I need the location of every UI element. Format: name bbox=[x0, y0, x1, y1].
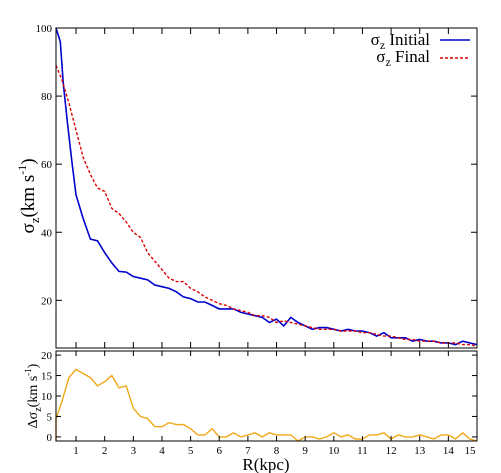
x-tick-label: 7 bbox=[245, 445, 251, 457]
bottom-y-label-unit: (km s bbox=[26, 376, 41, 408]
x-tick-label: 2 bbox=[102, 445, 108, 457]
top-axis-frame bbox=[55, 27, 478, 349]
x-tick-label: 3 bbox=[131, 445, 137, 457]
bottom-y-tick-label: 15 bbox=[41, 371, 53, 383]
top-y-tick-label: 20 bbox=[41, 295, 53, 307]
x-tick-label: 6 bbox=[216, 445, 222, 457]
x-tick-label: 15 bbox=[465, 445, 477, 457]
top-plot-area bbox=[55, 27, 478, 347]
x-tick-label: 10 bbox=[328, 445, 340, 457]
bottom-axis-frame bbox=[55, 350, 478, 442]
legend: σz Initial σz Final bbox=[371, 30, 470, 69]
top-y-label-unit: (km s bbox=[18, 175, 39, 218]
bottom-plot-area bbox=[55, 368, 478, 442]
x-axis-label: R(kpc) bbox=[242, 455, 289, 473]
top-y-tick-label: 100 bbox=[36, 23, 53, 35]
top-y-label-close: ) bbox=[18, 158, 39, 164]
top-y-tick-label: 40 bbox=[41, 227, 53, 239]
top-y-label-main: σ bbox=[18, 223, 39, 233]
x-tick-label: 14 bbox=[443, 445, 455, 457]
x-tick-label: 4 bbox=[159, 445, 165, 457]
bottom-y-tick-label: 0 bbox=[47, 432, 53, 444]
x-tick-label: 12 bbox=[386, 445, 397, 457]
top-y-label-sub: z bbox=[27, 217, 42, 223]
series-line-difference bbox=[55, 368, 478, 442]
bottom-y-label-close: ) bbox=[26, 363, 41, 368]
series-line-final bbox=[55, 65, 478, 347]
x-tick-label: 8 bbox=[274, 445, 280, 457]
bottom-y-axis-label: Δσz(km s-1) bbox=[23, 363, 44, 428]
x-tick-label: 11 bbox=[357, 445, 368, 457]
bottom-y-tick-label: 10 bbox=[41, 391, 53, 403]
series-line-initial bbox=[55, 27, 478, 346]
top-ticks: 20 40 60 80 100 bbox=[36, 23, 478, 348]
x-tick-label: 1 bbox=[73, 445, 79, 457]
x-tick-label: 5 bbox=[188, 445, 194, 457]
top-y-label-exp: -1 bbox=[15, 165, 29, 175]
top-y-axis-label: σz(km s-1) bbox=[15, 158, 42, 233]
bottom-y-label-sub: z bbox=[33, 407, 44, 412]
x-tick-label: 13 bbox=[414, 445, 426, 457]
bottom-y-label-exp: -1 bbox=[23, 368, 33, 376]
top-y-tick-label: 80 bbox=[41, 91, 53, 103]
legend-label-initial: σz Initial bbox=[371, 30, 431, 52]
top-panel: 20 40 60 80 100 σz(km s-1) σz Initial σz Fin… bbox=[15, 23, 478, 349]
bottom-y-tick-label: 5 bbox=[47, 411, 53, 423]
legend-label-final: σz Final bbox=[376, 47, 430, 69]
x-tick-label: 9 bbox=[302, 445, 308, 457]
bottom-y-tick-label: 20 bbox=[41, 350, 53, 362]
top-y-tick-label: 60 bbox=[41, 159, 53, 171]
bottom-y-label-main: Δσ bbox=[26, 411, 41, 428]
